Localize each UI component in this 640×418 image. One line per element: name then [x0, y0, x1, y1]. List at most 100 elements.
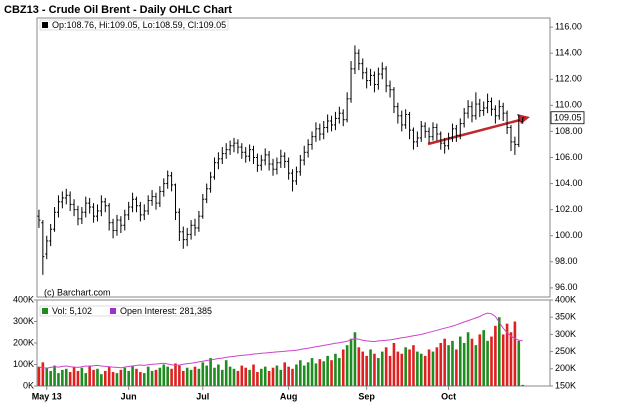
y-tick-label: 200K: [13, 337, 34, 347]
volume-bar: [174, 363, 177, 386]
volume-bar: [462, 343, 466, 386]
y2-tick-label: 150K: [555, 380, 576, 390]
x-tick-label: Sep: [358, 391, 375, 401]
volume-bar: [205, 365, 208, 386]
volume-bar: [353, 332, 357, 386]
x-tick-label: Jun: [121, 391, 137, 401]
volume-bar: [135, 368, 138, 386]
last-price-label: 109.05: [554, 113, 582, 123]
volume-bar: [295, 364, 298, 386]
volume-bar: [509, 332, 513, 386]
volume-bar: [170, 368, 173, 386]
volume-bar: [361, 351, 365, 386]
volume-bar: [80, 367, 84, 386]
volume-bar: [111, 372, 115, 386]
volume-bar: [419, 353, 423, 386]
volume-bar: [139, 372, 142, 386]
volume-bar: [158, 367, 162, 386]
volume-bar: [115, 373, 119, 386]
legend-box: [39, 305, 211, 317]
volume-bar: [64, 368, 68, 386]
volume-bar: [521, 384, 524, 386]
volume-bar: [392, 343, 396, 386]
volume-bar: [244, 367, 248, 386]
volume-bar: [217, 364, 220, 386]
y-tick-label: 112.00: [555, 74, 582, 84]
trend-arrow: [427, 118, 521, 146]
y-tick-label: 116.00: [555, 22, 582, 32]
y-tick-label: 108.00: [555, 126, 583, 136]
chart-title: CBZ13 - Crude Oil Brent - Daily OHLC Cha…: [4, 4, 232, 16]
volume-bar: [435, 347, 439, 386]
legend-swatch: [110, 308, 116, 314]
volume-bar: [474, 345, 478, 386]
volume-bar: [103, 370, 107, 386]
volume-bar: [197, 368, 201, 386]
y2-tick-label: 350K: [555, 312, 576, 322]
volume-bar: [451, 340, 454, 386]
price-panel: [36, 17, 551, 298]
volume-bar: [189, 369, 193, 386]
volume-bar: [252, 364, 255, 386]
x-tick-label: Oct: [441, 391, 456, 401]
volume-bar: [318, 359, 322, 386]
volume-bar: [400, 353, 404, 386]
legend-text: Vol: 5,102: [52, 306, 92, 316]
volume-bar: [76, 370, 80, 386]
volume-bar: [423, 355, 427, 386]
volume-bar: [369, 349, 372, 386]
volume-bar: [458, 336, 462, 386]
x-tick-label: May 13: [32, 391, 62, 401]
volume-bar: [310, 358, 314, 386]
volume-bar: [490, 336, 493, 386]
volume-bar: [427, 349, 431, 386]
volume-bar: [377, 358, 380, 386]
volume-bar: [334, 353, 337, 386]
volume-bar: [100, 374, 103, 386]
volume-bar: [146, 366, 150, 386]
volume-bar: [61, 369, 64, 386]
volume-bar: [88, 365, 91, 386]
volume-bar: [263, 366, 267, 386]
volume-bar: [322, 361, 326, 386]
volume-bar: [513, 321, 517, 386]
volume-bar: [439, 343, 443, 386]
volume-bar: [37, 366, 41, 386]
volume-bar: [357, 347, 361, 386]
volume-bar: [240, 365, 244, 386]
volume-bar: [494, 325, 497, 386]
y2-tick-label: 400K: [555, 294, 576, 304]
last-price-tag: [550, 111, 585, 125]
volume-bar: [213, 367, 216, 386]
volume-bar: [224, 360, 228, 386]
legend-swatch: [42, 22, 48, 28]
volume-legend: Vol: 5,102 Open Interest: 281,385: [39, 305, 212, 317]
y-tick-label: 98.00: [555, 256, 578, 266]
open-interest-line: [38, 312, 523, 369]
volume-bar: [221, 369, 224, 386]
volume-bar: [96, 368, 99, 386]
volume-bar: [338, 358, 341, 386]
volume-bar: [72, 366, 76, 386]
volume-bar: [326, 355, 329, 386]
volume-bar: [283, 362, 287, 386]
volume-bar: [497, 317, 501, 386]
volume-bar: [470, 338, 474, 386]
volume-bar: [201, 362, 205, 386]
volume-bar: [41, 362, 45, 386]
y-tick-label: 104.00: [555, 178, 583, 188]
volume-bar: [275, 365, 279, 386]
volume-bar: [92, 369, 95, 386]
y-tick-label: 114.00: [555, 48, 582, 58]
volume-bar: [517, 340, 521, 386]
volume-bar: [209, 358, 212, 386]
volume-bar: [84, 373, 88, 386]
legend-box: [39, 19, 229, 31]
volume-bar: [455, 349, 458, 386]
volume-bar: [142, 373, 146, 386]
y-tick-label: 102.00: [555, 204, 583, 214]
volume-bar: [482, 330, 485, 386]
volume-bar: [154, 369, 158, 386]
